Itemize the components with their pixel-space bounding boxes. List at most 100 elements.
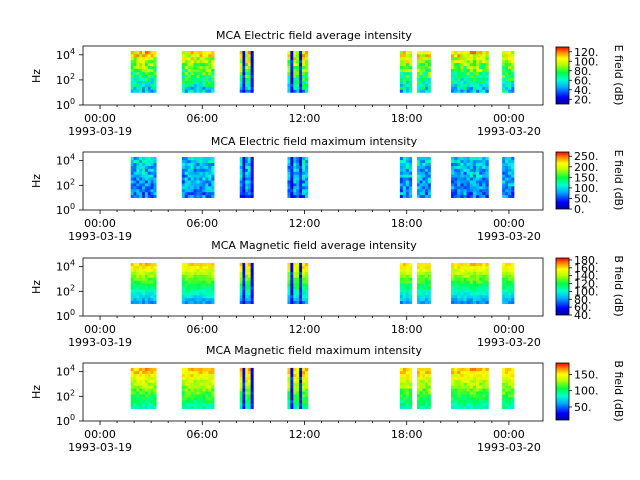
heatmap-cell [466, 65, 471, 70]
heatmap-cell [427, 86, 431, 90]
heatmap-cell [130, 280, 134, 284]
heatmap-cell [150, 77, 154, 81]
heatmap-cell [454, 51, 458, 55]
heatmap-cell [139, 283, 143, 287]
heatmap-cell [475, 274, 480, 278]
heatmap-cell [408, 68, 413, 73]
heatmap-cell [208, 56, 212, 61]
heatmap-cell [460, 277, 464, 281]
heatmap-cell [184, 183, 188, 187]
heatmap-cell [299, 159, 303, 164]
heatmap-cell [242, 65, 246, 70]
heatmap-cell [460, 265, 464, 270]
heatmap-cell [451, 268, 455, 272]
colorbar-ticks: 40.60.80.100.120.140.160.180. [569, 254, 599, 322]
heatmap-cell [211, 174, 215, 178]
heatmap-cell [184, 294, 188, 299]
heatmap-cell [511, 394, 515, 398]
heatmap-cell [136, 165, 140, 169]
heatmap-cell [469, 300, 474, 304]
heatmap-cell [460, 53, 464, 58]
heatmap-cell [190, 367, 194, 372]
colorbar [555, 151, 570, 210]
heatmap-cell [402, 71, 407, 75]
heatmap-cell [299, 283, 303, 287]
heatmap-cell [469, 286, 474, 290]
heatmap-cell [130, 180, 134, 184]
heatmap-cell [475, 183, 480, 187]
heatmap-cell [485, 394, 489, 398]
heatmap-cell [196, 274, 200, 278]
heatmap-cell [304, 83, 309, 87]
heatmap-cell [419, 294, 423, 299]
heatmap-cell [475, 379, 480, 383]
heatmap-cell [302, 188, 306, 193]
heatmap-cell [302, 156, 306, 161]
heatmap-cell [196, 292, 200, 296]
heatmap-cell [193, 165, 197, 169]
heatmap-cell [193, 367, 197, 372]
heatmap-cell [196, 59, 200, 64]
heatmap-cell [482, 77, 486, 81]
heatmap-cell [150, 174, 154, 178]
heatmap-cell [139, 367, 143, 372]
heatmap-cell [508, 53, 512, 58]
heatmap-cell [181, 292, 186, 296]
heatmap-cell [508, 286, 512, 290]
heatmap-cell [463, 159, 467, 164]
heatmap-cell [399, 292, 404, 296]
heatmap-cell [399, 397, 404, 401]
heatmap-cell [427, 168, 431, 172]
heatmap-cell [147, 382, 151, 386]
heatmap-cell [239, 183, 243, 187]
heatmap-cell [193, 397, 197, 401]
heatmap-cell [193, 300, 197, 304]
heatmap-cell [250, 397, 254, 401]
heatmap-cell [502, 382, 506, 386]
heatmap-cell [479, 59, 483, 64]
heatmap-cell [422, 382, 426, 386]
heatmap-cell [419, 265, 423, 270]
heatmap-cell [299, 156, 303, 161]
heatmap-cell [184, 56, 188, 61]
heatmap-cell [133, 86, 137, 90]
heatmap-cell [508, 265, 512, 270]
heatmap-cell [130, 171, 134, 175]
colorbar-tick-label: 100. [574, 385, 599, 398]
panel-4: MCA Magnetic field maximum intensity Hz … [30, 344, 625, 454]
heatmap-cell [245, 391, 249, 395]
heatmap-cell [454, 300, 458, 304]
heatmap-cell [451, 286, 455, 290]
heatmap-cell [250, 86, 254, 90]
panel-3: MCA Magnetic field average intensity Hz … [30, 239, 625, 349]
heatmap-cell [422, 183, 426, 187]
heatmap-cell [245, 188, 249, 193]
heatmap-cell [466, 56, 471, 61]
heatmap-cell [245, 268, 249, 272]
heatmap-cell [502, 367, 506, 372]
heatmap-cell [147, 274, 151, 278]
heatmap-cell [475, 376, 480, 380]
heatmap-cell [460, 297, 464, 302]
heatmap-cell [190, 292, 194, 296]
heatmap-cell [469, 188, 474, 193]
heatmap-cell [133, 74, 137, 78]
heatmap-cell [402, 289, 407, 293]
colorbar-ticks: 50.100.150. [569, 368, 599, 414]
heatmap-cell [290, 388, 294, 392]
heatmap-cell [399, 286, 404, 290]
heatmap-cell [454, 271, 458, 275]
heatmap-cell [475, 156, 480, 161]
heatmap-cell [199, 262, 203, 267]
heatmap-cell [460, 405, 464, 409]
heatmap-cell [405, 51, 410, 55]
heatmap-cell [187, 370, 191, 375]
heatmap-cell [502, 77, 506, 81]
heatmap-cell [147, 402, 151, 407]
heatmap-cell [457, 165, 461, 169]
heatmap-cell [293, 171, 297, 175]
heatmap-cell [287, 174, 291, 178]
heatmap-cell [133, 62, 137, 67]
heatmap-cell [416, 274, 420, 278]
